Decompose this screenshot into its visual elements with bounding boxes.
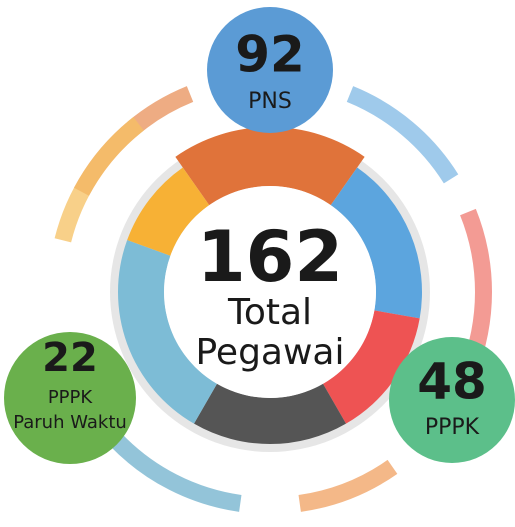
pppk-pw-value: 22 (42, 335, 98, 381)
pppk-pw-label: PPPK Paruh Waktu (13, 387, 127, 433)
outer-arc (346, 86, 459, 184)
pns-bubble (207, 7, 333, 133)
center-circle (164, 186, 376, 398)
decorative-rings (54, 86, 493, 512)
pppk-bubble (389, 337, 515, 463)
donut (118, 127, 422, 444)
center-value: 162 (197, 216, 343, 298)
pppk-value: 48 (417, 353, 487, 411)
outer-arc (460, 208, 493, 376)
donut-segment (127, 167, 210, 256)
donut-segment (323, 310, 420, 424)
label-line: PPPK (48, 387, 94, 408)
donut-segment (330, 167, 422, 319)
donut-segment (118, 240, 217, 424)
donut-segment (175, 127, 365, 206)
outer-arc (298, 459, 398, 512)
label-line: Paruh Waktu (13, 412, 127, 433)
pppk-label: PPPK (425, 415, 480, 440)
label-line: Total (227, 292, 312, 333)
donut-segment (194, 383, 346, 444)
label-line: Pegawai (196, 332, 345, 373)
pppk-pw-bubble (4, 332, 136, 464)
pns-label: PNS (248, 89, 292, 114)
outer-arc (54, 117, 144, 243)
pns-value: 92 (235, 26, 305, 84)
outer-arc (110, 434, 242, 512)
